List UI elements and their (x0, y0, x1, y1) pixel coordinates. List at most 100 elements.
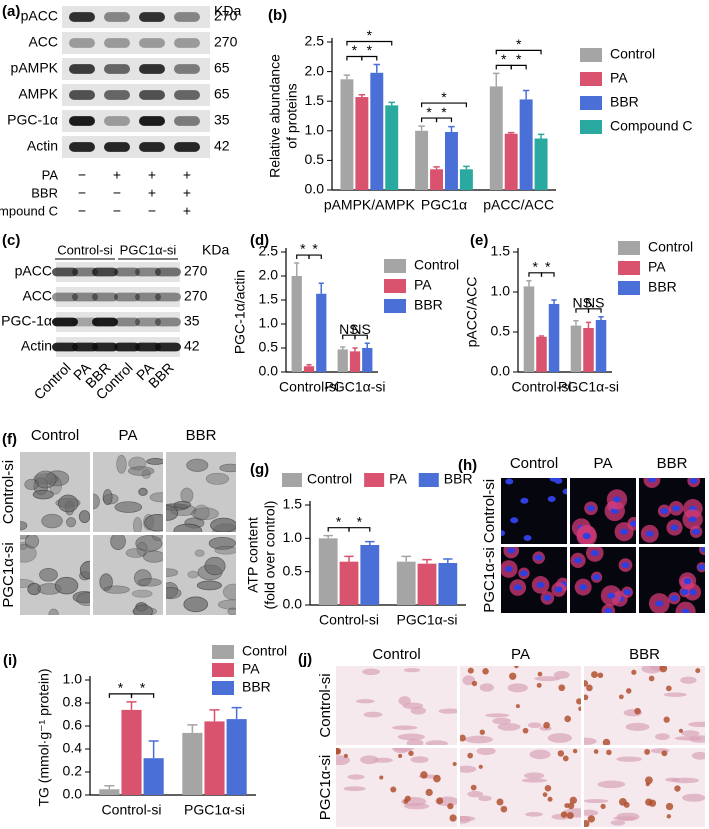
blot-row-label: pACC (15, 263, 52, 279)
texture (670, 595, 679, 602)
blot-band (155, 292, 181, 302)
blot-band (174, 90, 200, 100)
blot-band (104, 38, 130, 48)
error-bar (343, 74, 351, 80)
texture (476, 748, 496, 756)
blot-kda: 270 (214, 8, 238, 24)
y-axis-label: TG (mmol·g⁻¹ protein) (36, 668, 52, 806)
blot-kda: 42 (214, 138, 230, 154)
error-bar (493, 72, 500, 87)
blot-row-label: Actin (21, 338, 52, 354)
error-bar (364, 342, 370, 348)
error-bar (537, 133, 545, 139)
micrograph (166, 452, 236, 532)
texture (604, 607, 613, 613)
texture (149, 492, 163, 503)
texture (20, 520, 28, 531)
error-bar (323, 534, 333, 539)
texture (187, 570, 199, 579)
texture (336, 748, 342, 755)
bar (337, 349, 348, 372)
micrograph (584, 748, 705, 827)
texture (680, 676, 697, 684)
texture (219, 463, 236, 473)
texture (610, 820, 626, 826)
bar (385, 105, 399, 190)
micrograph-content (20, 452, 90, 532)
error-bar (231, 706, 242, 720)
y-tick-label: 0.2 (63, 763, 83, 779)
texture (560, 811, 568, 818)
texture (66, 517, 77, 528)
blot-band (104, 142, 130, 152)
texture (625, 722, 650, 731)
error-bar (294, 262, 300, 276)
legend-label: PA (648, 259, 666, 275)
blot-band (92, 267, 118, 277)
significance-bracket (510, 64, 527, 70)
texture (125, 548, 147, 558)
error-bar (388, 101, 395, 106)
texture (600, 803, 606, 810)
texture (697, 564, 705, 571)
y-tick-label: 2.0 (259, 267, 279, 283)
texture (593, 749, 599, 754)
texture (39, 567, 58, 582)
y-tick-label: 0.5 (259, 339, 279, 355)
texture (547, 496, 556, 503)
significance-label: NS (585, 295, 604, 311)
y-axis-label: (fold over control) (262, 501, 278, 610)
error-bar (538, 335, 545, 337)
error-bar (526, 280, 532, 287)
texture (688, 516, 697, 523)
error-bar (573, 320, 579, 326)
blot-band (52, 267, 78, 277)
y-tick-label: 0.0 (305, 181, 325, 197)
blot-kda: 270 (184, 263, 208, 279)
texture (522, 727, 529, 734)
y-tick-label: 2.0 (305, 62, 325, 78)
blot-band (174, 116, 200, 126)
texture (647, 478, 656, 483)
texture (671, 777, 700, 784)
texture (393, 748, 414, 752)
texture (504, 566, 513, 573)
legend-swatch (384, 299, 406, 313)
texture (507, 547, 516, 554)
error-bar (585, 321, 592, 328)
legend-swatch (580, 72, 602, 86)
legend-swatch (618, 261, 640, 275)
x-tick-label: Control-si (279, 379, 339, 395)
micrograph (584, 666, 705, 745)
texture (602, 738, 611, 745)
error-bar (340, 346, 346, 350)
texture (54, 576, 79, 595)
blot-band (72, 342, 98, 352)
significance-bracket (346, 40, 393, 46)
blot-band (114, 317, 140, 327)
legend-label: Control (414, 257, 459, 273)
blot-band (69, 116, 95, 126)
texture (675, 601, 696, 613)
blot-band (139, 142, 165, 152)
texture (562, 755, 569, 762)
blot-band (69, 12, 95, 22)
bar (396, 561, 416, 605)
texture (612, 496, 621, 503)
texture (186, 458, 209, 472)
blot-strip (62, 58, 210, 80)
texture (543, 594, 552, 601)
texture (138, 487, 148, 496)
texture (520, 497, 529, 504)
texture (467, 752, 474, 759)
blot-band (72, 317, 98, 327)
bar (595, 320, 607, 372)
texture (343, 786, 366, 792)
error-bar (433, 166, 440, 170)
texture (576, 698, 581, 705)
texture (584, 820, 590, 827)
blot-band (135, 267, 161, 277)
y-tick-label: 2.5 (259, 243, 279, 259)
bar (583, 328, 594, 372)
micrograph-content (336, 748, 457, 827)
